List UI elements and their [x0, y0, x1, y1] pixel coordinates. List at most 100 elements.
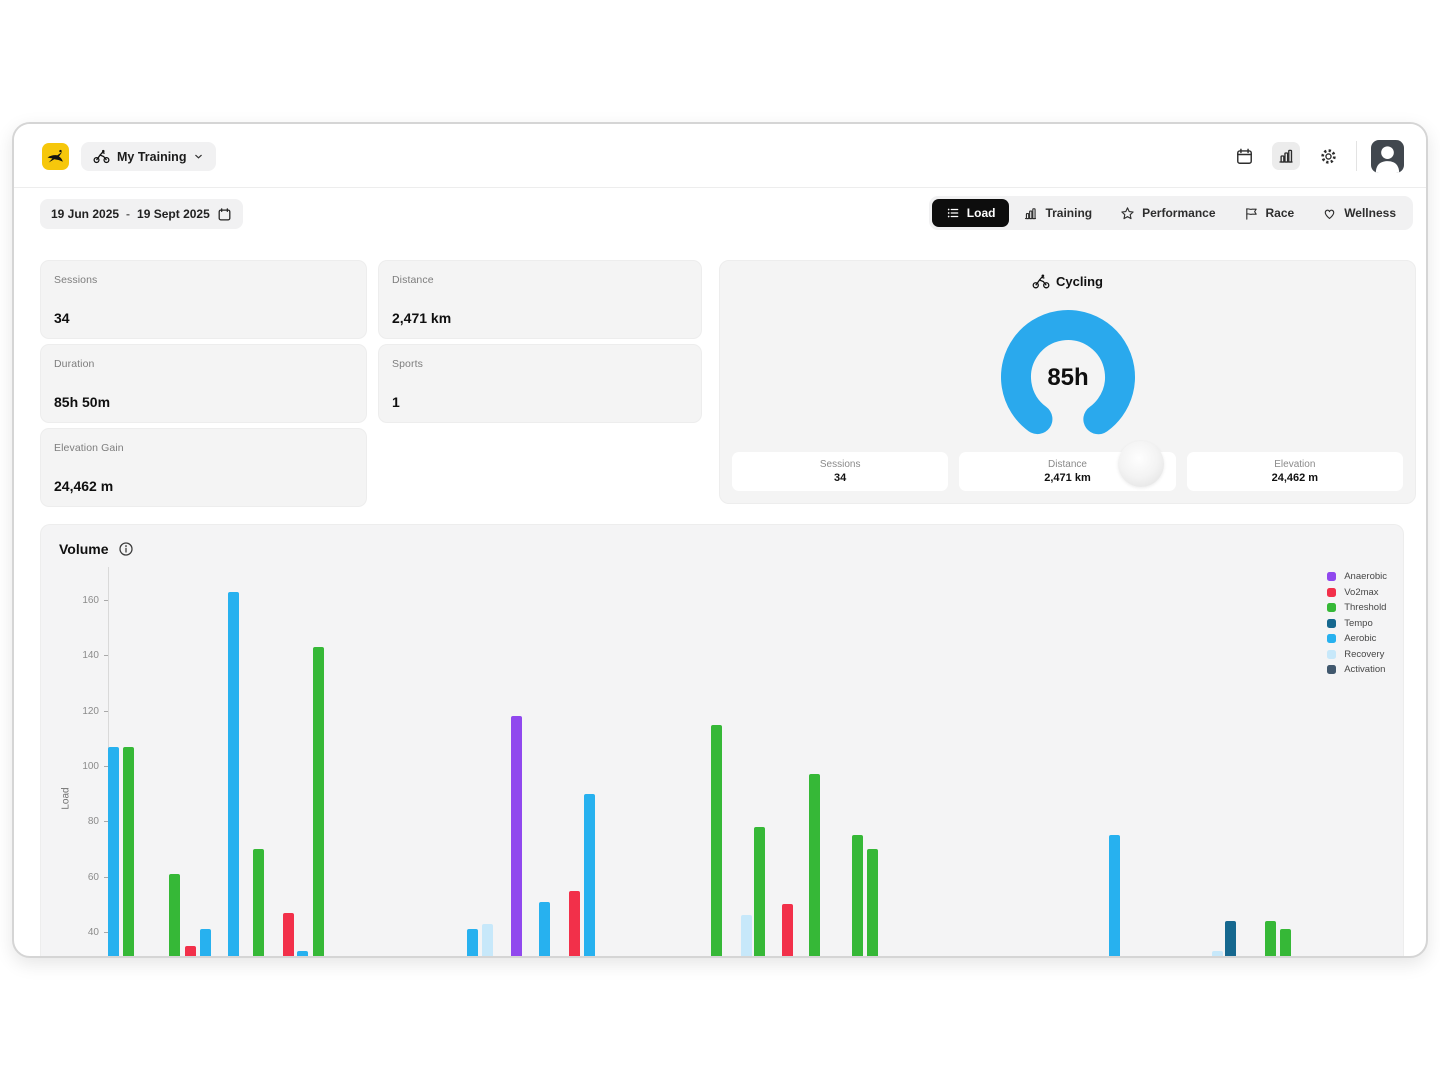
bar-aerobic[interactable]	[1109, 835, 1120, 956]
y-tick-label: 120	[82, 705, 99, 717]
legend-label: Threshold	[1344, 602, 1387, 613]
legend-label: Aerobic	[1344, 633, 1377, 644]
stat-label: Elevation Gain	[54, 442, 124, 454]
person-icon	[1371, 140, 1404, 173]
y-tick-mark	[104, 876, 108, 878]
date-range-separator: -	[126, 207, 131, 221]
bar-vo2max[interactable]	[283, 912, 294, 956]
y-tick-mark	[104, 710, 108, 712]
sport-selector-label: My Training	[117, 149, 187, 164]
metric-value: 2,471 km	[1044, 472, 1091, 484]
bar-recovery[interactable]	[741, 915, 752, 956]
user-avatar[interactable]	[1371, 139, 1404, 173]
bar-recovery[interactable]	[482, 923, 493, 956]
bar-threshold[interactable]	[1265, 920, 1276, 956]
analytics-button[interactable]	[1272, 142, 1300, 170]
y-tick-label: 40	[87, 927, 99, 939]
stat-label: Sports	[392, 358, 423, 370]
bar-aerobic[interactable]	[467, 929, 478, 956]
legend-item-threshold[interactable]: Threshold	[1327, 602, 1387, 613]
bar-tempo[interactable]	[1225, 920, 1236, 956]
tab-race[interactable]: Race	[1230, 199, 1309, 227]
bar-aerobic[interactable]	[584, 793, 595, 956]
metric-label: Sessions	[819, 459, 861, 470]
stat-value: 2,471 km	[392, 310, 452, 326]
tab-performance[interactable]: Performance	[1106, 199, 1229, 227]
app-window: My Training	[12, 122, 1428, 958]
header: My Training	[14, 124, 1426, 188]
calendar-icon	[1235, 147, 1254, 166]
cyclist-icon	[93, 149, 110, 164]
star-icon	[1120, 206, 1135, 221]
bar-aerobic[interactable]	[539, 901, 550, 956]
gauge-arc	[1001, 310, 1136, 444]
legend-swatch	[1327, 572, 1337, 581]
tab-wellness[interactable]: Wellness	[1308, 199, 1410, 227]
legend-item-activation[interactable]: Activation	[1327, 664, 1387, 675]
date-range-start: 19 Jun 2025	[51, 207, 120, 221]
volume-chart-card: Volume Load 40 60 80 100 120 140 160 Anaerobic…	[40, 524, 1404, 956]
bar-threshold[interactable]	[711, 724, 722, 956]
bar-threshold[interactable]	[867, 849, 878, 956]
bar-vo2max[interactable]	[569, 890, 580, 956]
bar-threshold[interactable]	[852, 835, 863, 956]
y-tick-label: 60	[87, 871, 99, 883]
header-actions	[1230, 124, 1404, 188]
gauge-value: 85h	[1047, 364, 1088, 391]
y-tick-mark	[104, 932, 108, 934]
y-tick-mark	[104, 600, 108, 601]
y-tick-mark	[104, 655, 108, 657]
stat-label: Distance	[392, 274, 434, 286]
date-range-picker[interactable]: 19 Jun 2025 - 19 Sept 2025	[40, 199, 243, 229]
info-icon[interactable]	[118, 541, 134, 557]
bar-threshold[interactable]	[123, 746, 134, 956]
bar-threshold[interactable]	[169, 873, 180, 956]
y-tick-label: 140	[82, 650, 99, 662]
bar-vo2max[interactable]	[782, 904, 793, 956]
legend-item-vo2max[interactable]: Vo2max	[1327, 587, 1387, 598]
list-icon	[946, 206, 960, 220]
bar-threshold[interactable]	[754, 826, 765, 956]
metric-label: Distance	[1048, 459, 1087, 470]
cursor-highlight	[1118, 441, 1164, 487]
legend-item-recovery[interactable]: Recovery	[1327, 649, 1387, 660]
legend-swatch	[1327, 603, 1337, 612]
view-tabs: Load Training Performance	[928, 196, 1413, 230]
bar-chart-icon	[1277, 147, 1295, 165]
cyclist-icon	[1032, 274, 1050, 289]
y-axis-label: Load	[60, 787, 72, 810]
legend-item-tempo[interactable]: Tempo	[1327, 618, 1387, 629]
legend-item-aerobic[interactable]: Aerobic	[1327, 633, 1387, 644]
legend-label: Vo2max	[1344, 586, 1379, 598]
bar-threshold[interactable]	[313, 647, 324, 956]
bar-threshold[interactable]	[253, 849, 264, 956]
bar-aerobic[interactable]	[297, 951, 308, 956]
legend-swatch	[1327, 587, 1337, 597]
stat-card-sports: Sports 1	[378, 344, 702, 423]
bar-recovery[interactable]	[1212, 951, 1223, 956]
metric-card-sessions: Sessions 34	[732, 452, 949, 491]
y-tick-label: 160	[82, 595, 99, 606]
tab-training[interactable]: Training	[1009, 199, 1106, 227]
bar-aerobic[interactable]	[200, 929, 211, 956]
heart-icon	[1322, 206, 1337, 221]
bar-aerobic[interactable]	[228, 591, 239, 956]
tab-load[interactable]: Load	[931, 199, 1010, 227]
calendar-button[interactable]	[1230, 142, 1258, 170]
sport-selector[interactable]: My Training	[81, 142, 217, 171]
y-tick-label: 80	[87, 816, 99, 828]
bar-aerobic[interactable]	[108, 746, 119, 956]
legend-swatch	[1327, 665, 1337, 674]
tab-training-label: Training	[1045, 206, 1093, 220]
settings-button[interactable]	[1314, 142, 1342, 170]
legend-swatch	[1327, 634, 1337, 643]
tab-race-label: Race	[1265, 206, 1295, 220]
bar-threshold[interactable]	[809, 774, 820, 956]
legend-swatch	[1327, 618, 1337, 628]
bar-anaerobic[interactable]	[511, 716, 522, 956]
legend-item-anaerobic[interactable]: Anaerobic	[1327, 571, 1387, 582]
sport-title: Cycling	[1056, 274, 1103, 289]
bar-threshold[interactable]	[1280, 929, 1291, 956]
bar-vo2max[interactable]	[185, 945, 196, 956]
app-logo[interactable]	[42, 143, 69, 170]
